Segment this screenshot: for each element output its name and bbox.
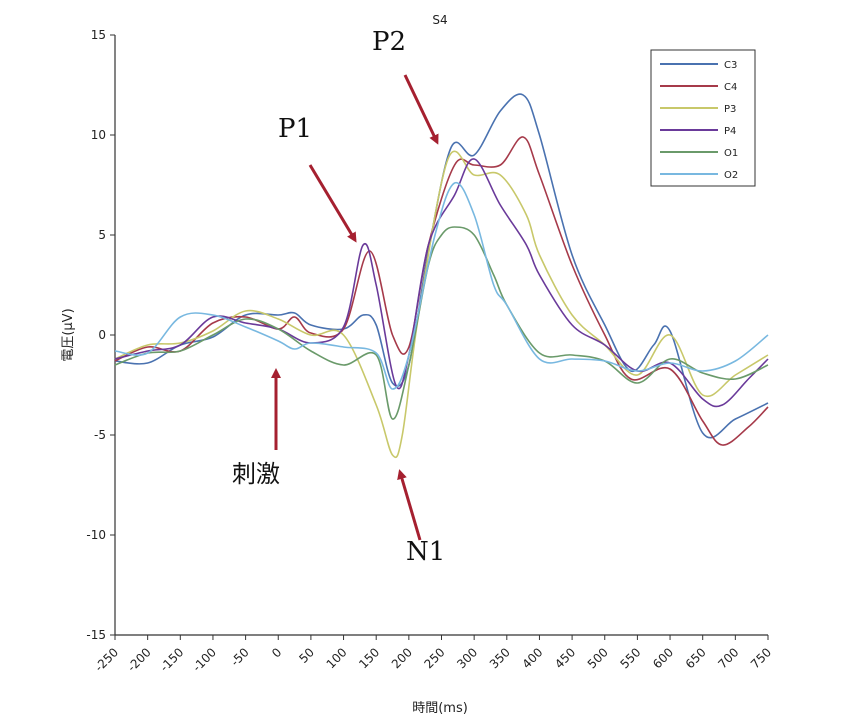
y-tick-label: -15 [86,628,106,642]
y-axis-title: 電圧(μV) [61,308,76,361]
y-tick-label: 15 [91,28,106,42]
y-ticks: -15 -10 -5 0 5 10 15 [86,28,115,642]
p2-label: P2 [372,27,406,57]
legend-label-o2: O2 [724,170,738,181]
legend-box [650,49,756,187]
legend: C3 C4 P3 P4 O1 O2 [650,49,756,187]
p2-arrow [403,74,439,145]
series-line-o1 [114,226,769,420]
stimulus-label: 刺激 [232,460,280,488]
p1-label: P1 [278,114,312,144]
legend-label-c3: C3 [724,60,737,71]
n1-label: N1 [406,537,445,567]
n1-arrow [397,469,422,541]
p1-arrow [308,164,357,243]
y-tick-label: 0 [98,328,106,342]
series-layer [114,93,769,459]
y-tick-label: -10 [86,528,106,542]
legend-label-p4: P4 [724,126,736,137]
legend-label-p3: P3 [724,104,736,115]
x-axis-title: 時間(ms) [412,701,468,716]
legend-label-o1: O1 [724,148,738,159]
y-tick-label: 10 [91,128,106,142]
series-line-o2 [114,181,769,390]
legend-label-c4: C4 [724,82,737,93]
annotations: P1 P2 N1 刺激 [232,27,445,567]
chart-title: S4 [432,13,447,27]
y-tick-label: -5 [94,428,106,442]
y-tick-label: 5 [98,228,106,242]
